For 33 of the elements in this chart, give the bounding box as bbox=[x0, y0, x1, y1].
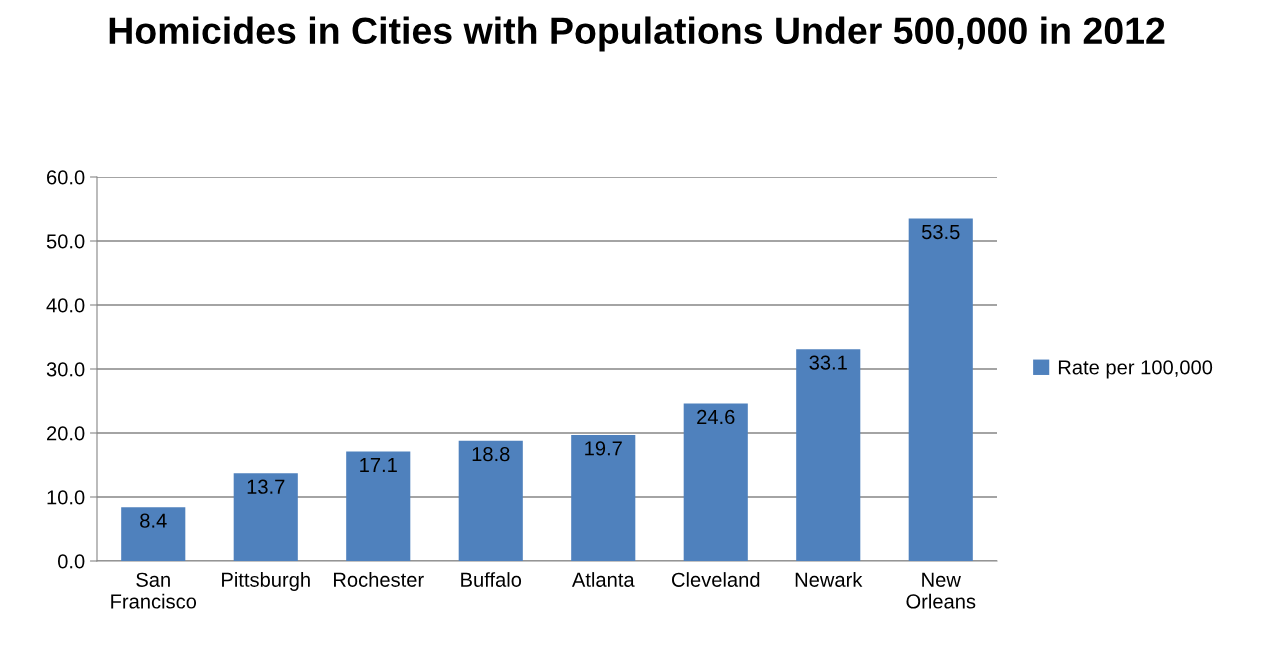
chart-title: Homicides in Cities with Populations Under 500,000 in 2012 bbox=[109, 16, 1165, 52]
data-label: 17.1 bbox=[360, 458, 397, 472]
y-tick-label: 60.0 bbox=[47, 170, 85, 185]
bar bbox=[908, 218, 973, 561]
data-label: 24.6 bbox=[697, 409, 735, 425]
data-label: 19.7 bbox=[585, 441, 622, 456]
data-label: 53.5 bbox=[921, 224, 960, 240]
bar bbox=[346, 451, 411, 561]
x-tick-label: Buffalo bbox=[461, 572, 522, 587]
x-tick-label: San Francisco bbox=[111, 572, 197, 609]
y-tick-label: 20.0 bbox=[47, 426, 85, 441]
y-tick-label: 30.0 bbox=[46, 362, 85, 377]
y-tick-label: 10.0 bbox=[47, 490, 85, 505]
x-tick-label: Pittsburgh bbox=[222, 572, 310, 591]
bar bbox=[571, 434, 636, 561]
data-label: 13.7 bbox=[247, 479, 285, 494]
x-tick-label: Atlanta bbox=[571, 572, 635, 587]
bar bbox=[458, 440, 523, 561]
data-label: 8.4 bbox=[140, 513, 167, 528]
data-label: 18.8 bbox=[472, 446, 510, 462]
bar bbox=[121, 507, 186, 561]
x-tick-label: Cleveland bbox=[671, 572, 760, 587]
x-tick-label: New Orleans bbox=[906, 572, 976, 609]
x-tick-label: Rochester bbox=[334, 572, 424, 587]
legend-label: Rate per 100,000 bbox=[1058, 360, 1213, 379]
y-tick-label: 40.0 bbox=[46, 298, 85, 313]
y-tick-label: 50.0 bbox=[46, 234, 85, 249]
x-tick-label: Newark bbox=[795, 572, 863, 587]
bar bbox=[683, 403, 748, 561]
y-tick-label: 0.0 bbox=[57, 554, 85, 569]
bar bbox=[233, 473, 298, 561]
bar bbox=[796, 349, 861, 561]
data-label: 33.1 bbox=[809, 355, 847, 370]
